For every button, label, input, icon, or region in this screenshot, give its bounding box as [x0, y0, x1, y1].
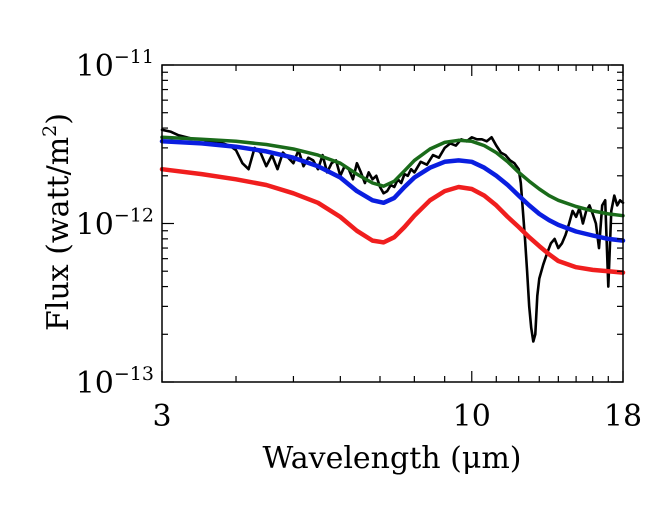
y-tick-label: 10−11	[76, 46, 154, 84]
y-axis-title-main: Flux (watt/m	[41, 137, 76, 331]
x-tick-label: 18	[604, 399, 642, 434]
y-tick-label: 10−12	[76, 205, 154, 243]
x-tick-label: 3	[152, 399, 171, 434]
series-layer	[159, 128, 626, 343]
y-tick-label: 10−13	[76, 363, 154, 401]
series-line-4	[159, 166, 626, 275]
y-axis-title-sup: 2	[39, 125, 61, 137]
series-line-3	[159, 139, 626, 243]
x-tick-label: 10	[453, 399, 491, 434]
x-axis-title: Wavelength (μm)	[263, 441, 522, 476]
y-axis-title-close: )	[41, 113, 76, 125]
y-axis-title: Flux (watt/m2)	[39, 113, 76, 331]
series-line-2	[160, 135, 625, 218]
tick-layer: 3 10 18 10−11 10−12 10−13	[76, 46, 642, 434]
